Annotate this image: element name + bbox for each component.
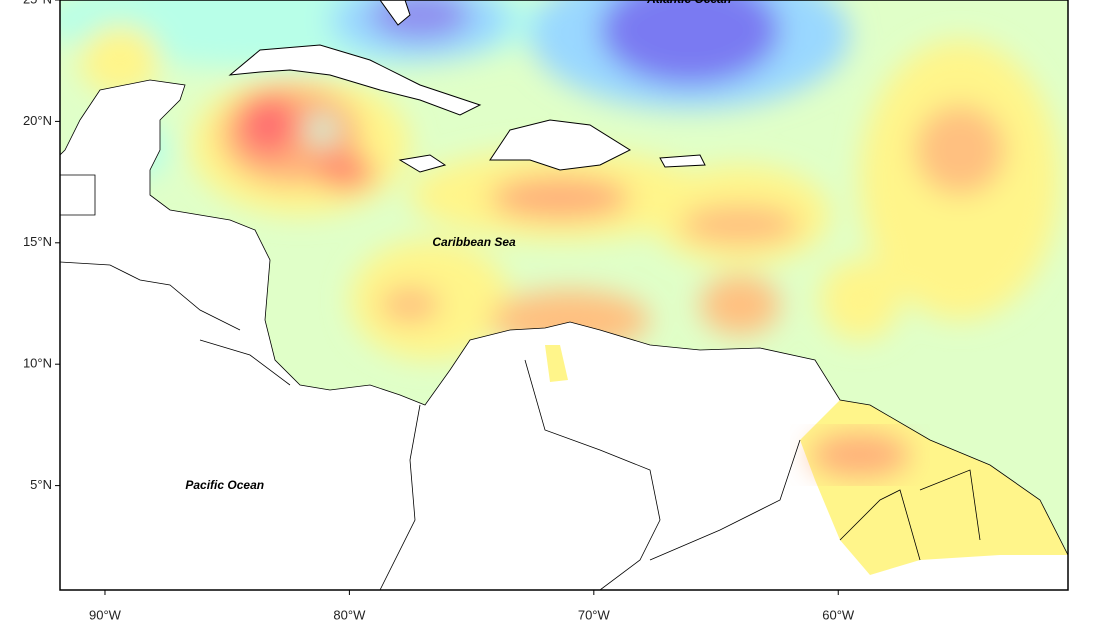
place-label: Caribbean Sea (432, 235, 516, 249)
y-tick-label: 10°N (23, 356, 52, 371)
place-label: Pacific Ocean (185, 478, 264, 492)
guiana-field (545, 345, 1068, 575)
x-tick-label: 80°W (333, 607, 366, 622)
x-tick-label: 60°W (822, 607, 855, 622)
y-tick-label: 5°N (30, 477, 52, 492)
plot-area (60, 0, 1068, 590)
x-tick-label: 70°W (578, 607, 611, 622)
y-tick-label: 20°N (23, 113, 52, 128)
x-tick-label: 90°W (89, 607, 122, 622)
y-tick-label: 25°N (23, 0, 52, 6)
land (60, 0, 1068, 590)
y-tick-label: 15°N (23, 234, 52, 249)
frame (59, 0, 1069, 591)
place-label: Atlantic Ocean (646, 0, 731, 6)
